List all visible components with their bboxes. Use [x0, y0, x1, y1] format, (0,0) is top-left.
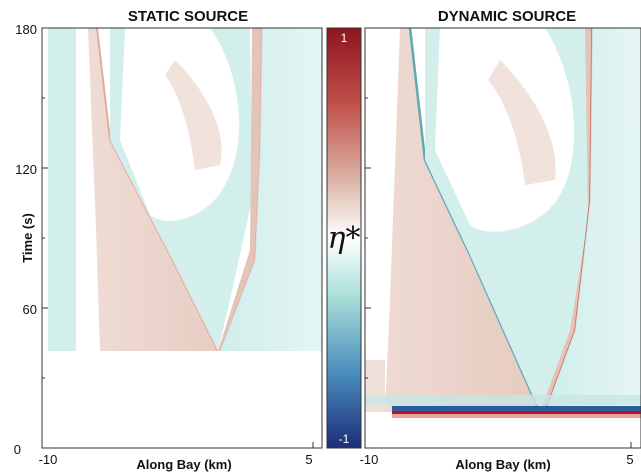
y-axis-ticks-dynamic [365, 27, 371, 379]
panel-title-dynamic: DYNAMIC SOURCE [438, 8, 576, 25]
colorbar-bottom-label: -1 [339, 432, 350, 446]
y-axis-label: Time (s) [20, 213, 35, 263]
colorbar-gradient [326, 27, 362, 449]
colorbar-symbol: η* [328, 221, 361, 256]
dynamic-heatmap [365, 28, 641, 448]
x-tick-max-dynamic: 5 [626, 452, 633, 467]
x-axis-label-dynamic: Along Bay (km) [455, 457, 550, 472]
x-tick-max-static: 5 [305, 452, 312, 467]
y-tick-0: 0 [14, 442, 21, 457]
colorbar: 1 -1 η* [326, 27, 362, 449]
x-tick-min-dynamic: -10 [360, 452, 379, 467]
y-tick-180: 180 [15, 22, 37, 37]
colorbar-top-label: 1 [341, 31, 348, 45]
static-heatmap [42, 28, 322, 448]
x-axis-label-static: Along Bay (km) [136, 457, 231, 472]
x-tick-min-static: -10 [39, 452, 58, 467]
y-axis-ticks [42, 27, 48, 449]
dynamic-source-panel: DYNAMIC SOURCE [360, 8, 641, 472]
y-tick-120: 120 [15, 162, 37, 177]
x-axis-ticks-static [41, 442, 314, 448]
panel-title-static: STATIC SOURCE [128, 8, 248, 25]
x-axis-ticks-dynamic [364, 442, 632, 448]
static-source-panel: STATIC SOURCE [14, 8, 323, 472]
y-tick-60: 60 [23, 302, 37, 317]
